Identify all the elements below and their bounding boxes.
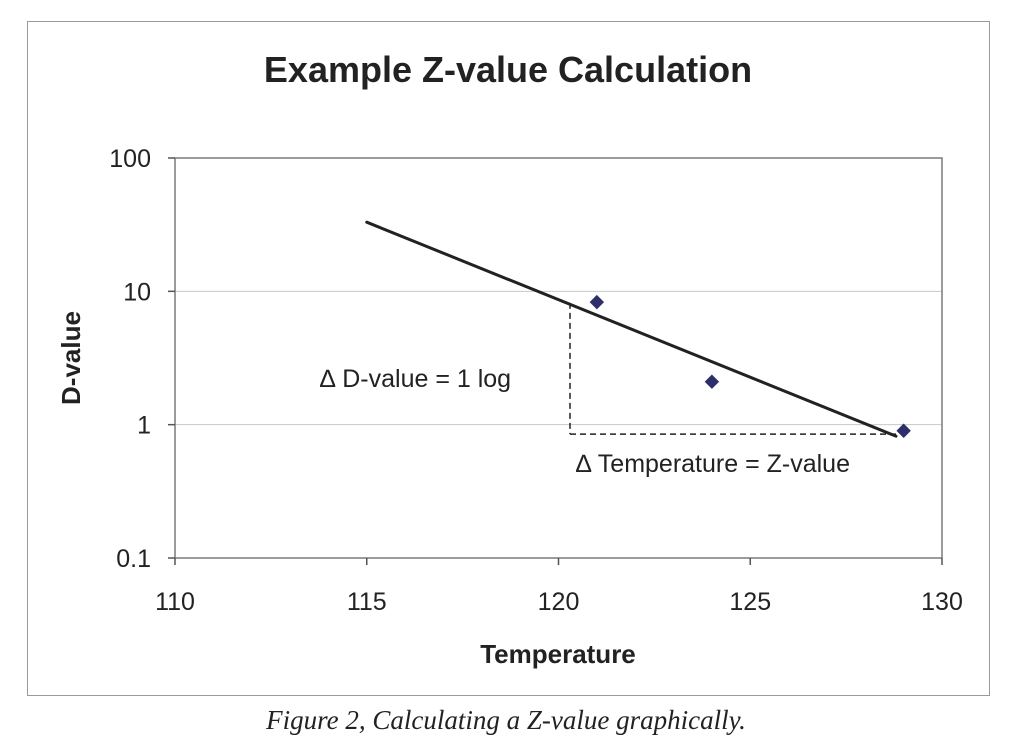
chart-frame xyxy=(27,21,990,696)
data-point xyxy=(589,294,605,310)
x-tick-label: 120 xyxy=(538,588,580,616)
y-tick-label: 1 xyxy=(137,412,151,440)
gridlines xyxy=(175,290,942,426)
chart-title: Example Z-value Calculation xyxy=(264,49,752,90)
x-tick-label: 110 xyxy=(155,588,195,616)
data-point xyxy=(704,374,720,389)
annotation-delta-d-value: ∆ D-value = 1 log xyxy=(320,365,511,393)
helper-lines xyxy=(569,302,896,435)
figure-caption: Figure 2, Calculating a Z-value graphica… xyxy=(266,705,746,735)
series-layer xyxy=(365,220,911,438)
x-tick-label: 115 xyxy=(347,588,387,616)
y-tick-label: 10 xyxy=(123,278,151,306)
y-tick-label: 0.1 xyxy=(116,545,151,573)
y-tick-label: 100 xyxy=(109,145,151,173)
data-point xyxy=(896,423,911,438)
x-tick-label: 125 xyxy=(729,588,771,616)
trend-line xyxy=(365,220,898,438)
annotation-delta-temperature: ∆ Temperature = Z-value xyxy=(576,450,850,478)
x-axis-title: Temperature xyxy=(480,639,636,669)
x-tick-label: 130 xyxy=(921,588,963,616)
plot-area xyxy=(174,157,943,559)
y-axis-title: D-value xyxy=(56,311,86,405)
